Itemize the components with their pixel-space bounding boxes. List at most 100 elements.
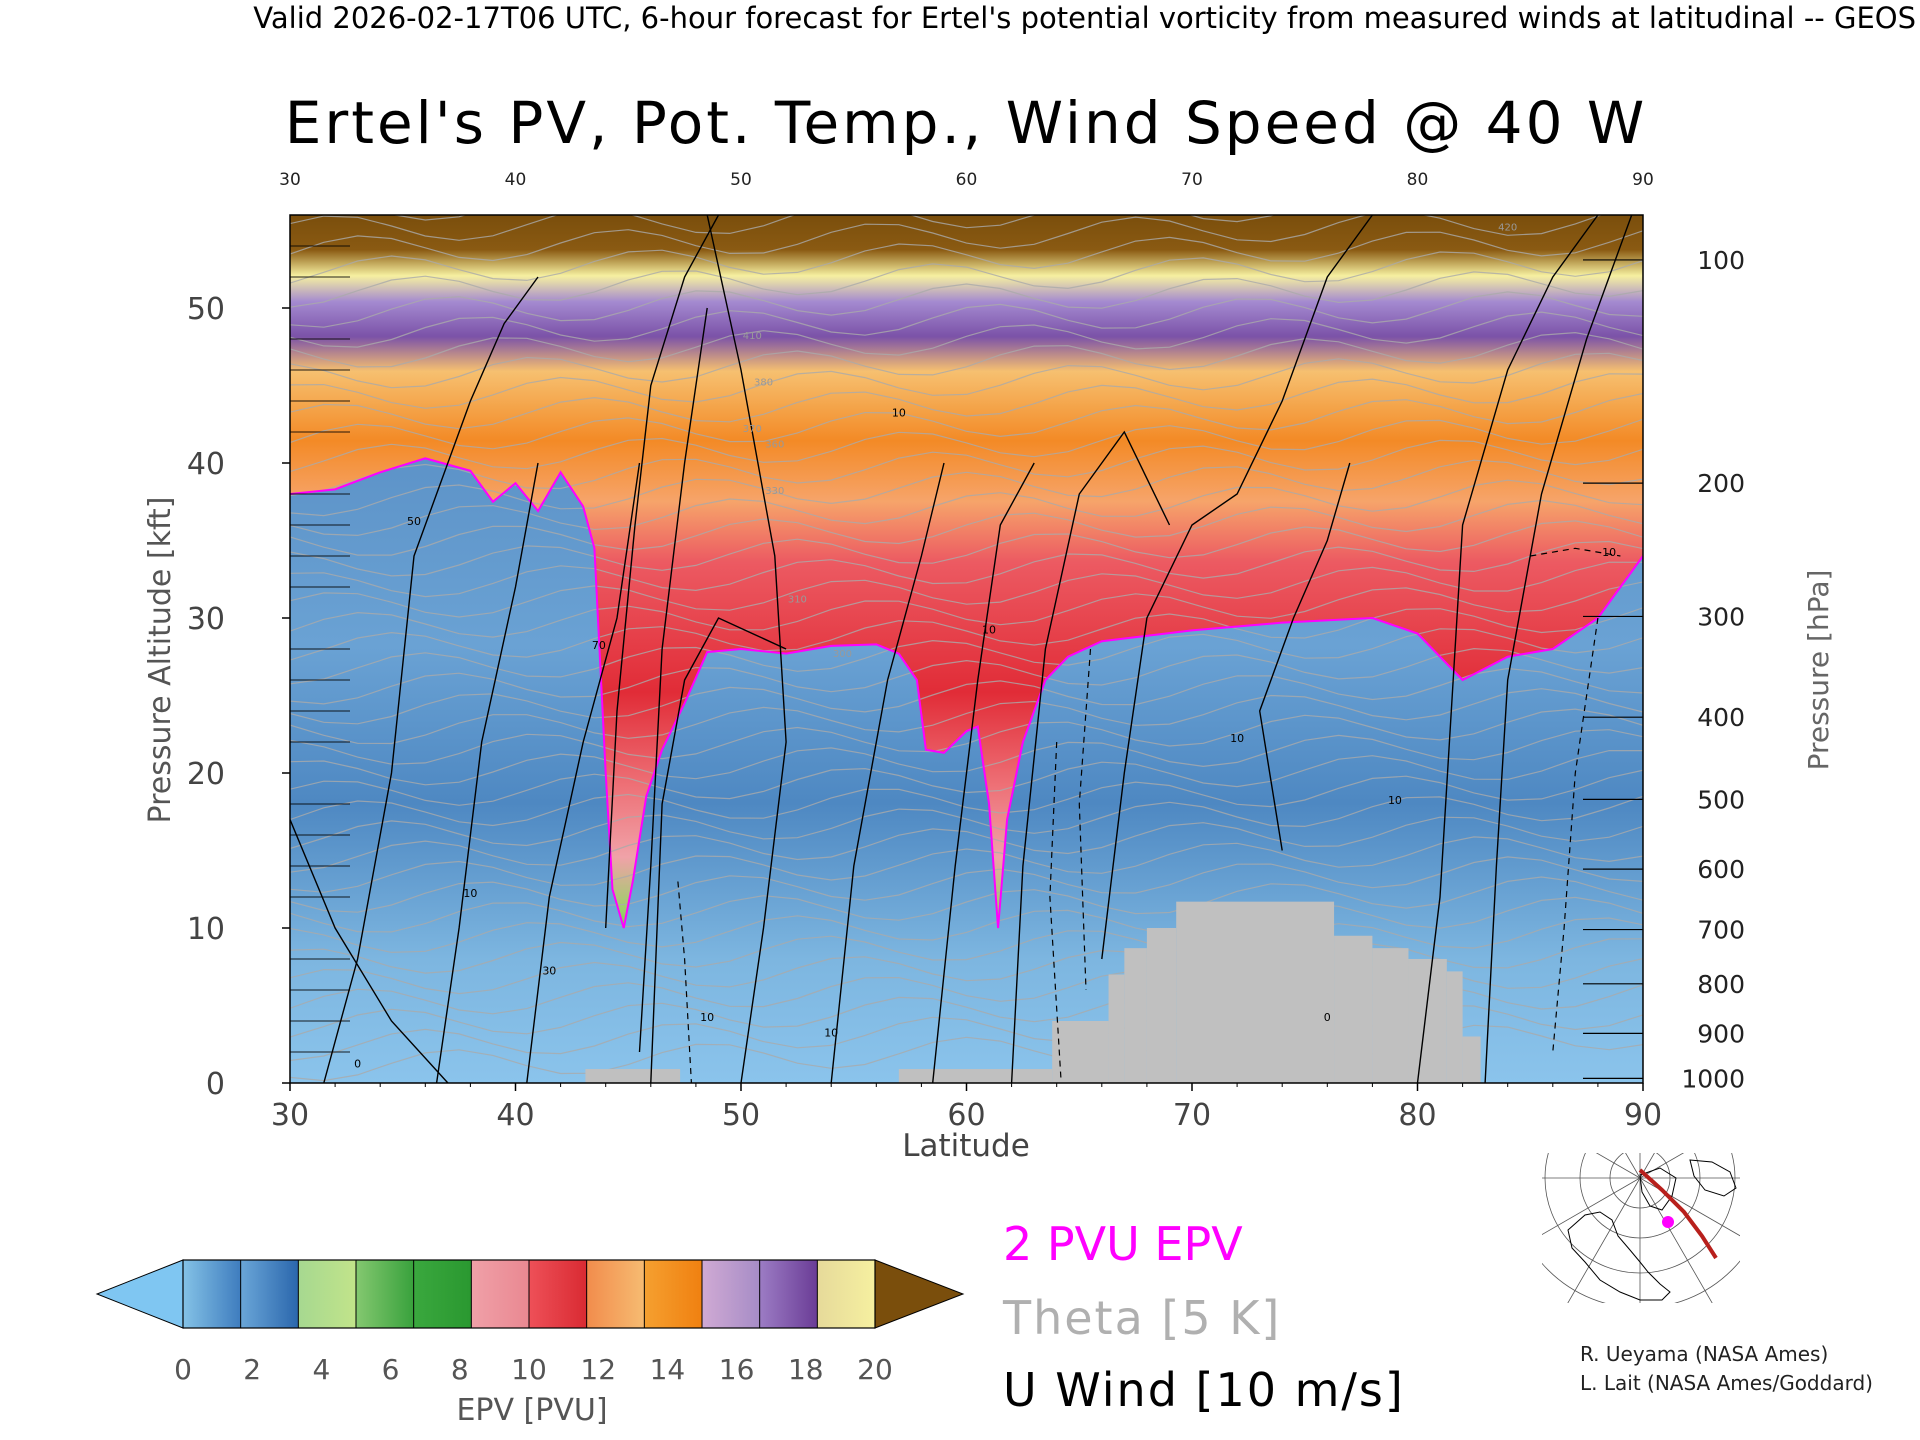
theta-contour [290,331,1643,389]
theta-contour [290,581,1643,638]
map-cross-section-track [1638,1168,1718,1260]
u-wind-contour-negative [1078,648,1092,991]
theta-contour [290,251,1643,308]
u-wind-contour [932,462,1035,1083]
x-tick-label: 60 [947,1098,985,1133]
pressure-tick-label: 800 [1697,970,1745,999]
topography-block [898,1069,1053,1083]
colorbar-tick-label: 12 [580,1353,616,1386]
pressure-tick-label: 200 [1697,469,1745,498]
colorbar-segment [356,1260,415,1328]
topography-block [1462,1036,1481,1083]
u-wind-contour [706,215,787,1083]
x-tick-label: 70 [1173,1098,1211,1133]
colorbar-segment [817,1260,876,1328]
colorbar-tick-label: 8 [451,1353,469,1386]
map-coastline-greenland [1639,1167,1677,1211]
theta-contour [290,836,1643,893]
y-tick-label: 20 [187,757,225,792]
map-meridian [1595,1153,1641,1179]
u-wind-contour-label: 70 [592,639,606,652]
pressure-tick-label: 700 [1697,916,1745,945]
x-top-tick-label: 30 [279,170,301,190]
pressure-tick-label: 400 [1697,703,1745,732]
theta-contour [290,769,1643,827]
theta-contour [290,561,1643,618]
header-text: Valid 2026-02-17T06 UTC, 6-hour forecast… [253,1,1916,35]
pressure-axis-label: Pressure [hPa] [1802,570,1835,771]
theta-contour [290,439,1643,497]
theta-contour [290,688,1643,745]
y-tick-label: 30 [187,602,225,637]
colorbar-segment [298,1260,357,1328]
u-wind-contour-label: 10 [1388,794,1402,807]
map-coastline-eurasia [1689,1159,1737,1197]
theta-contour [290,352,1643,409]
colorbar-segment [644,1260,703,1328]
theta-contour-label: 420 [1498,223,1517,234]
theta-contour [290,215,1603,262]
theta-contour [290,856,1643,913]
theta-contour [290,708,1643,765]
colorbar-tick-label: 4 [312,1353,330,1386]
topography-block [1108,974,1125,1083]
colorbar-segment [586,1260,645,1328]
theta-contour [290,520,1643,577]
map-meridian [1639,1153,1655,1179]
theta-contour-label: 380 [754,378,773,389]
colorbar-segment [702,1260,761,1328]
theta-contour [290,816,1643,873]
u-wind-contour [323,276,539,1083]
u-wind-contour [605,215,720,929]
colorbar-tick-label: 18 [788,1353,824,1386]
u-wind-contour-label: 10 [1602,546,1616,559]
topography-block [1334,935,1373,1083]
y-tick-label: 40 [187,447,225,482]
u-wind-contour-negative [1552,617,1599,1053]
colorbar-segment [471,1260,530,1328]
legend-epv: 2 PVU EPV [1003,1217,1243,1271]
u-wind-contour [1010,430,1171,1083]
x-tick-label: 40 [496,1098,534,1133]
map-location-marker [1662,1216,1674,1228]
colorbar-over-arrow [874,1259,965,1329]
pressure-tick-label: 600 [1697,855,1745,884]
y-axis-label: Pressure Altitude [kft] [143,497,178,824]
epv-2pvu-contour [290,457,1643,929]
theta-contour [290,215,1491,241]
y-tick-label: 0 [206,1067,225,1102]
x-top-tick-label: 40 [505,170,527,190]
x-tick-label: 30 [271,1098,309,1133]
theta-contour [290,876,1643,933]
theta-contour [290,750,1643,806]
theta-contour [290,896,1643,954]
u-wind-contour [830,462,945,1083]
x-top-tick-label: 80 [1407,170,1429,190]
theta-contour [290,459,1643,517]
u-wind-contour [290,819,449,1083]
x-tick-label: 50 [722,1098,760,1133]
theta-contour [290,230,1643,284]
topography-block [1446,971,1463,1083]
u-wind-contour [526,462,641,1083]
topography-block [1052,1021,1109,1083]
map-coastline-north-america [1567,1211,1671,1301]
colorbar-segment [759,1260,818,1328]
u-wind-contour-label: 30 [542,965,556,978]
colorbar-tick-label: 2 [243,1353,261,1386]
map-meridian [1639,1177,1713,1303]
u-wind-contour-negative [1049,741,1062,1083]
theta-contour [290,795,1643,850]
topography-block [1124,948,1147,1083]
theta-contour [290,540,1643,598]
theta-contour [290,418,1643,473]
map-meridian [1567,1177,1641,1303]
map-meridian [1542,1177,1641,1236]
theta-contour [290,917,1643,974]
u-wind-contour-label: 10 [982,624,996,637]
u-wind-contour-negative [677,881,692,1083]
map-meridian [1639,1153,1685,1179]
theta-contour-label: 370 [743,424,762,435]
